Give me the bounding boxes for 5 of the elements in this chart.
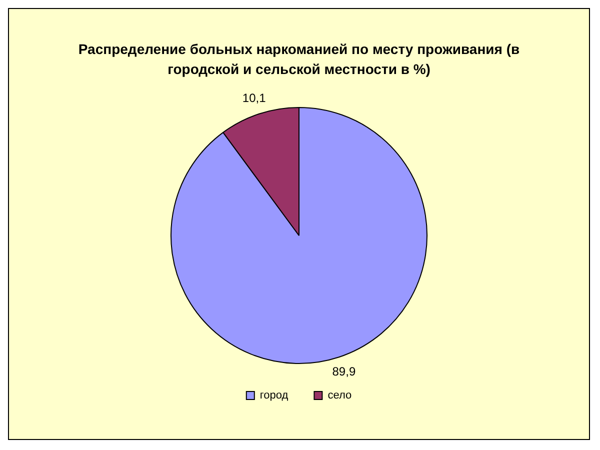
legend-label: город — [260, 390, 289, 402]
chart-title: Распределение больных наркоманией по месту проживания (в городской и сельской местности в %) — [77, 40, 521, 79]
legend-label: село — [328, 390, 352, 402]
data-label: 89,9 — [332, 364, 356, 379]
data-label: 10,1 — [242, 91, 266, 105]
